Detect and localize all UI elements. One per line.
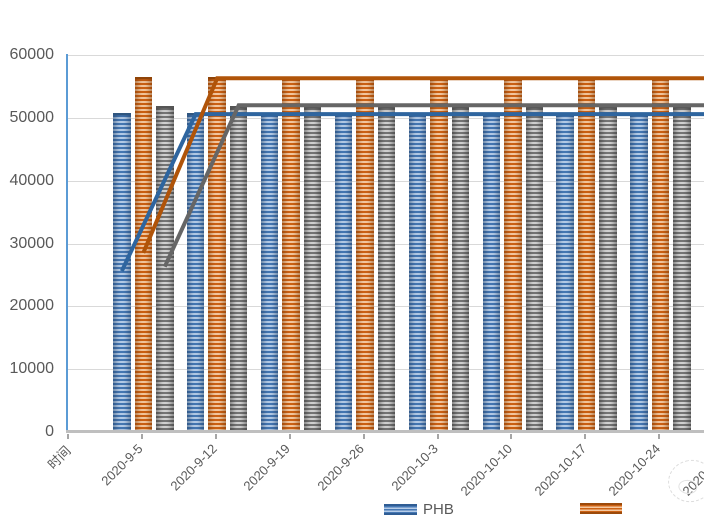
bar-orange-2020-9-5	[134, 76, 152, 432]
x-tick-label-2020-9-19: 2020-9-19	[240, 441, 294, 494]
x-axis-tick	[510, 434, 512, 439]
faint-scribble-annotation	[663, 455, 704, 507]
x-axis-tick	[584, 434, 586, 439]
x-axis-baseline	[66, 430, 704, 433]
legend-item-label: PHB	[423, 501, 454, 518]
bar-orange-2020-10-24	[651, 76, 670, 432]
bar-blue-2020-10-10	[482, 113, 500, 432]
y-tick-label-0: 0	[45, 423, 54, 440]
bar-orange-2020-9-26	[356, 76, 374, 432]
x-axis-tick	[658, 434, 660, 439]
bar-gray-2020-9-12	[229, 105, 248, 432]
y-tick-label-30000: 30000	[9, 235, 55, 252]
x-tick-label-2020-9-26: 2020-9-26	[314, 441, 368, 494]
bar-gray-2020-10-10	[525, 105, 543, 432]
bar-blue-2020-10-17	[556, 113, 574, 432]
bar-gray-2020-10-3	[451, 105, 470, 432]
x-axis-tick	[363, 434, 365, 439]
bar-blue-2020-9-26	[334, 113, 353, 432]
gridline-60000	[68, 55, 704, 56]
x-tick-label-2020-9-5: 2020-9-5	[98, 441, 146, 489]
x-tick-label-2020-10-24: 2020-10-24	[605, 441, 663, 499]
bar-orange-2020-9-19	[282, 76, 300, 432]
y-tick-label-10000: 10000	[9, 360, 55, 377]
x-axis-tick	[289, 434, 291, 439]
bar-orange-2020-10-17	[577, 76, 596, 432]
bar-gray-2020-9-19	[303, 105, 322, 432]
bar-gray-2020-10-17	[599, 105, 617, 432]
x-axis-tick	[67, 434, 69, 439]
bar-gray-2020-10-24	[673, 105, 691, 432]
bar-blue-2020-9-12	[186, 113, 205, 432]
legend-swatch-blue-striped	[384, 504, 417, 515]
legend-item-2	[580, 503, 628, 514]
bar-gray-2020-9-5	[156, 105, 174, 432]
y-tick-label-20000: 20000	[9, 297, 55, 314]
y-tick-label-50000: 50000	[9, 109, 55, 126]
x-tick-label-2020-10-3: 2020-10-3	[388, 441, 442, 494]
y-axis-line	[66, 54, 68, 433]
bar-orange-2020-10-3	[430, 76, 448, 432]
bar-blue-2020-10-24	[630, 113, 648, 432]
x-tick-label-2020-10-17: 2020-10-17	[531, 441, 589, 499]
faint-scribble-inner	[677, 478, 699, 495]
x-tick-label-2020-10-10: 2020-10-10	[457, 441, 516, 499]
x-axis-title: 时间	[44, 443, 74, 473]
x-axis-tick	[215, 434, 217, 439]
bar-blue-2020-9-5	[113, 113, 131, 432]
y-tick-label-40000: 40000	[9, 172, 55, 189]
x-axis-tick	[141, 434, 143, 439]
bar-gray-2020-9-26	[377, 105, 396, 432]
bar-blue-2020-9-19	[260, 113, 279, 432]
y-tick-label-60000: 60000	[9, 46, 55, 63]
bar-orange-2020-9-12	[208, 76, 226, 432]
x-tick-label-2020-9-12: 2020-9-12	[166, 441, 220, 494]
legend-swatch-orange-striped	[580, 503, 622, 514]
bar-orange-2020-10-10	[504, 76, 522, 432]
bar-blue-2020-10-3	[408, 113, 427, 432]
x-axis-tick	[437, 434, 439, 439]
legend-item-phb: PHB	[384, 501, 454, 518]
